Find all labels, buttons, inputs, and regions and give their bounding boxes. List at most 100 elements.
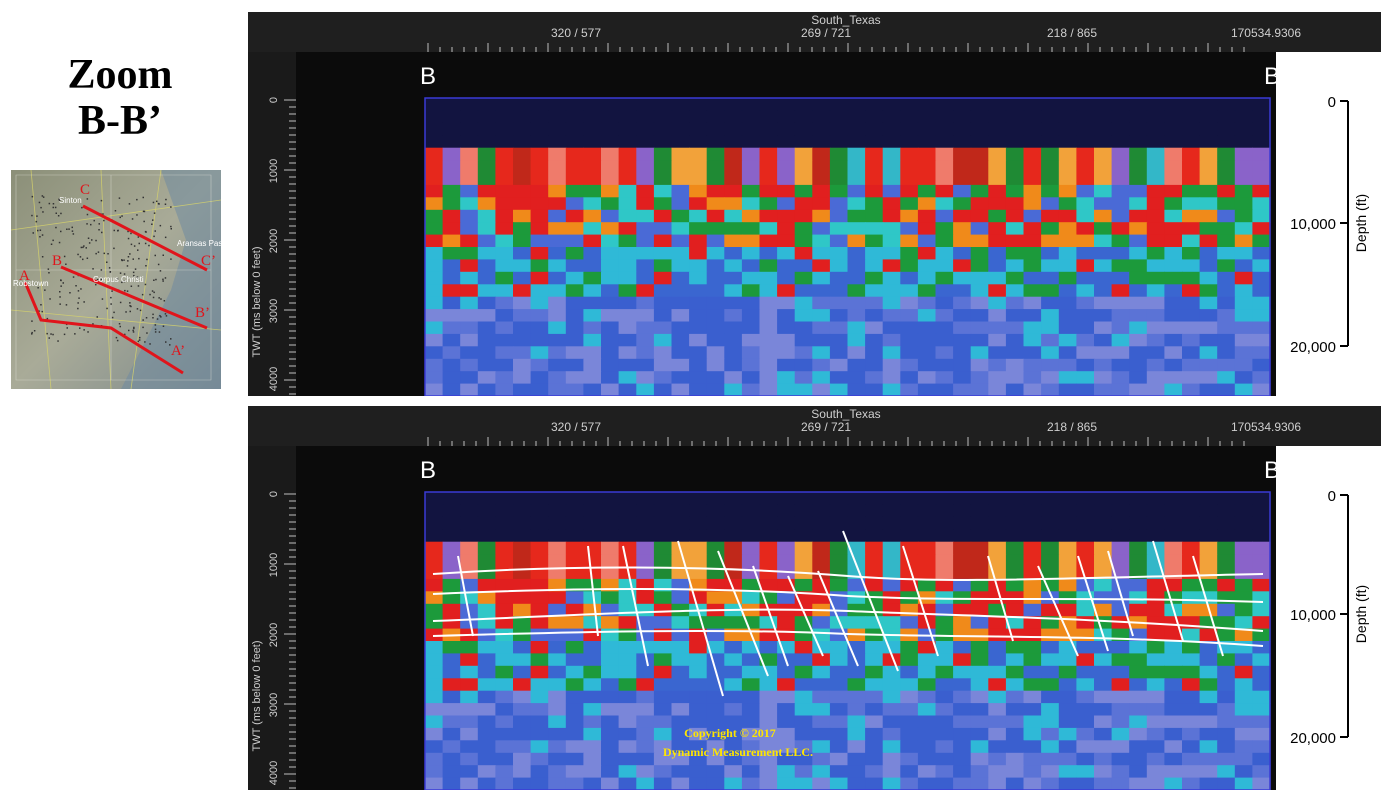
seismic-cell (1023, 309, 1042, 323)
seismic-cell (829, 765, 849, 779)
seismic-cell (953, 184, 972, 198)
seismic-cell (724, 309, 743, 323)
seismic-cell (777, 516, 796, 530)
seismic-cell (741, 529, 761, 543)
seismic-cell (1146, 591, 1165, 605)
well-dot (149, 343, 151, 345)
seismic-cell (460, 333, 479, 347)
seismic-cell (759, 234, 778, 248)
seismic-cell (706, 703, 725, 717)
well-dot (160, 316, 162, 318)
seismic-cell (653, 383, 673, 396)
well-dot (86, 223, 88, 225)
seismic-cell (530, 259, 549, 273)
seismic-cell (1129, 271, 1148, 285)
seismic-cell (917, 752, 937, 766)
well-dot (169, 344, 171, 346)
seismic-cell (812, 516, 831, 530)
seismic-cell (1234, 321, 1253, 335)
seismic-cell (618, 371, 637, 385)
seismic-cell (671, 234, 690, 248)
seismic-cell (1005, 616, 1025, 630)
seismic-cell (882, 653, 901, 667)
seismic-cell (777, 541, 796, 555)
seismic-cell (794, 309, 813, 323)
seismic-cell (706, 492, 725, 505)
seismic-cell (865, 197, 884, 211)
seismic-cell (530, 222, 549, 236)
seismic-cell (671, 160, 690, 174)
seismic-cell (671, 703, 690, 717)
seismic-cell (1111, 383, 1130, 396)
seismic-cell (460, 184, 479, 198)
seismic-cell (759, 197, 778, 211)
seismic-cell (1234, 271, 1253, 285)
seismic-cell (565, 271, 584, 285)
seismic-cell (1217, 578, 1236, 592)
seismic-cell (689, 653, 708, 667)
seismic-cell (1111, 172, 1130, 186)
seismic-cell (1217, 752, 1236, 766)
seismic-cell (1164, 578, 1183, 592)
seismic-cell (847, 98, 866, 111)
well-dot (137, 285, 140, 287)
well-dot (137, 249, 139, 251)
seismic-cell (671, 172, 690, 186)
seismic-cell (706, 234, 725, 248)
seismic-cell (495, 504, 514, 518)
seismic-cell (917, 222, 937, 236)
seismic-cell (530, 752, 549, 766)
seismic-cell (900, 346, 919, 360)
seismic-cell (917, 98, 937, 111)
seismic-cell (988, 309, 1007, 323)
seismic-cell (1252, 184, 1271, 198)
seismic-cell (1182, 184, 1201, 198)
seismic-cell (829, 554, 849, 568)
seismic-cell (425, 752, 444, 766)
seismic-cell (970, 777, 989, 790)
seismic-cell (442, 296, 461, 310)
seismic-cell (1217, 554, 1236, 568)
well-dot (145, 317, 148, 319)
seismic-cell (1234, 690, 1253, 704)
seismic-cell (636, 172, 655, 186)
seismic-cell (847, 740, 866, 754)
seismic-cell (882, 566, 901, 580)
seismic-cell (671, 504, 690, 518)
fault-line (752, 565, 789, 667)
seismic-cell (794, 703, 813, 717)
seismic-cell (777, 271, 796, 285)
seismic-cell (689, 752, 708, 766)
seismic-cell (477, 197, 496, 211)
seismic-cell (1252, 578, 1271, 592)
seismic-cell (1023, 383, 1042, 396)
seismic-cell (513, 197, 532, 211)
well-dot (95, 239, 97, 242)
seismic-cell (1111, 197, 1130, 211)
seismic-cell (1076, 197, 1095, 211)
seismic-cell (671, 271, 690, 285)
seismic-cell (741, 346, 761, 360)
seismic-cell (935, 578, 954, 592)
seismic-cell (513, 641, 532, 654)
seismic-cell (653, 566, 673, 580)
seismic-cell (847, 309, 866, 323)
seismic-cell (865, 309, 884, 323)
seismic-cell (900, 160, 919, 174)
seismic-cell (847, 259, 866, 273)
well-dot (132, 329, 134, 332)
seismic-cell (618, 752, 637, 766)
seismic-cell (812, 333, 831, 347)
seismic-cell (829, 160, 849, 174)
well-dot (162, 280, 164, 282)
seismic-cell (759, 184, 778, 198)
seismic-cell (777, 110, 796, 124)
seismic-cell (601, 358, 620, 372)
seismic-cell (583, 309, 602, 323)
seismic-cell (477, 271, 496, 285)
seismic-cell (689, 591, 708, 605)
seismic-cell (794, 222, 813, 236)
seismic-cell (1094, 296, 1113, 310)
seismic-cell (988, 690, 1007, 704)
well-dot (62, 282, 64, 284)
